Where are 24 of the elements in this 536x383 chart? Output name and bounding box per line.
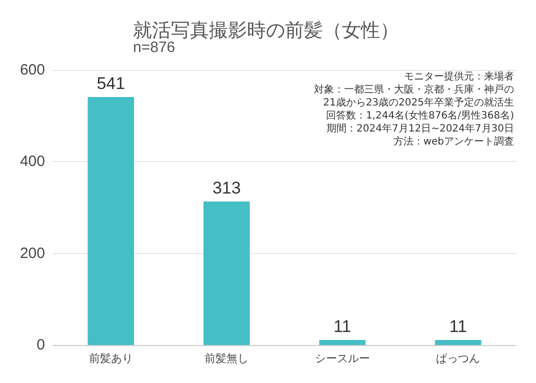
x-tick-label: 前髪無し bbox=[204, 352, 249, 365]
bar bbox=[88, 97, 134, 345]
annotation: 対象：一都三県・大阪・京都・兵庫・神戸の bbox=[314, 84, 514, 96]
x-tick-label: ぱっつん bbox=[436, 352, 480, 365]
data-label: 541 bbox=[96, 74, 126, 94]
data-label: 11 bbox=[334, 316, 352, 336]
x-tick-label: 前髪あり bbox=[88, 352, 133, 365]
chart-subtitle: n=876 bbox=[133, 39, 176, 56]
bar bbox=[319, 340, 366, 345]
annotation: 21歳から23歳の2025年卒業予定の就活生 bbox=[323, 96, 514, 108]
y-tick-label: 600 bbox=[20, 62, 45, 78]
y-tick-label: 0 bbox=[36, 336, 45, 354]
x-tick-label: シースルー bbox=[314, 352, 370, 365]
bar bbox=[434, 340, 482, 345]
annotation: 期間：2024年7月12日~2024年7月30日 bbox=[326, 122, 514, 134]
data-label: 11 bbox=[449, 316, 467, 336]
annotation: 回答数：1,244名(女性876名/男性368名) bbox=[326, 110, 514, 122]
annotation: モニター提供元：来場者 bbox=[404, 70, 514, 82]
annotation: 方法：webアンケート調査 bbox=[393, 136, 514, 148]
bar bbox=[203, 202, 250, 345]
chart-title: 就活写真撮影時の前髪（女性） bbox=[133, 20, 399, 42]
y-tick-label: 400 bbox=[20, 153, 45, 170]
data-label: 313 bbox=[212, 178, 241, 198]
y-tick-label: 200 bbox=[20, 244, 45, 262]
